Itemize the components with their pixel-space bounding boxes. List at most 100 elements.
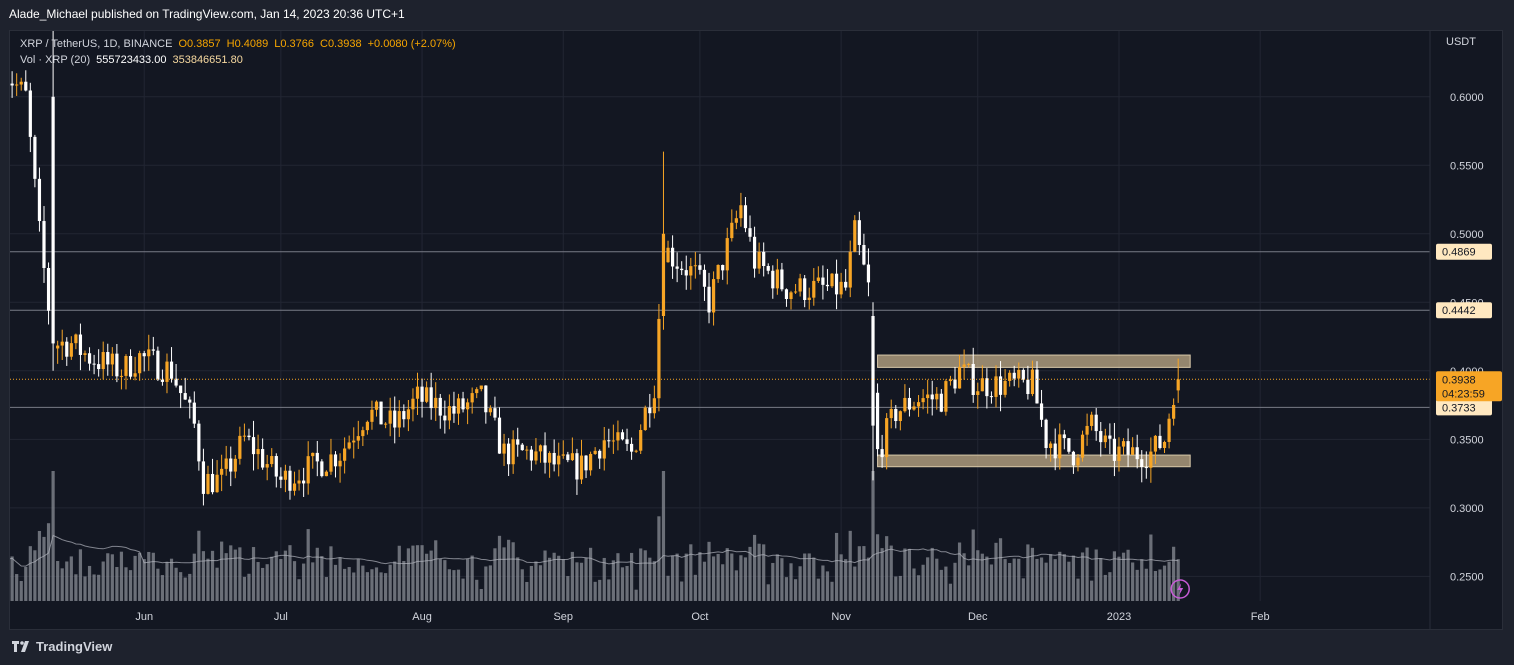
volume-bar <box>452 570 456 601</box>
volume-bar <box>361 565 365 601</box>
candle-body <box>666 247 670 263</box>
volume-bar <box>1112 551 1117 601</box>
volume-bar <box>356 559 360 601</box>
symbol-label[interactable]: XRP / TetherUS, 1D, BINANCE <box>20 38 173 50</box>
volume-bar <box>839 554 843 601</box>
candle-body <box>160 379 165 382</box>
volume-bar <box>329 546 333 601</box>
volume-bar <box>311 562 315 601</box>
volume-bar <box>807 553 811 601</box>
candle-body <box>165 361 169 382</box>
range-zones <box>877 354 1191 468</box>
chart-frame[interactable]: 0.25000.30000.35000.40000.45000.50000.55… <box>9 30 1503 630</box>
volume-bar <box>511 542 515 601</box>
volume-bar <box>333 564 338 601</box>
candle-body <box>643 407 647 431</box>
countdown-label: 04:23:59 <box>1442 388 1485 400</box>
candle-body <box>384 423 388 425</box>
volume-bar <box>561 559 565 601</box>
volume-bar <box>124 567 128 601</box>
candle-body <box>775 269 779 289</box>
x-tick-label: Jun <box>135 611 153 623</box>
current-price-label: 0.3938 <box>1442 374 1476 386</box>
price-axis: 0.25000.30000.35000.40000.45000.50000.55… <box>1429 31 1484 629</box>
candle-body <box>338 460 342 467</box>
volume-bar <box>875 534 880 601</box>
candle-body <box>215 474 219 493</box>
candle-body <box>1062 434 1066 439</box>
volume-indicator-label[interactable]: Vol · XRP (20) <box>20 54 91 66</box>
candle-body <box>721 264 725 271</box>
volume-bar <box>766 584 770 601</box>
candle-body <box>151 349 155 351</box>
candle-body <box>1058 434 1062 459</box>
volume-bar <box>752 534 757 601</box>
volume-bar <box>502 547 506 601</box>
volume-bar <box>147 551 151 601</box>
candle-body <box>780 269 784 290</box>
volume-bar <box>1080 552 1085 601</box>
tradingview-brand: TradingView <box>36 639 113 654</box>
volume-bar <box>343 568 347 601</box>
candle-body <box>629 443 634 452</box>
level-tag <box>1436 302 1492 319</box>
volume-bar <box>206 558 210 601</box>
volume-bar <box>1153 570 1158 601</box>
price-chart[interactable]: 0.25000.30000.35000.40000.45000.50000.55… <box>10 31 1503 630</box>
volume-bar <box>684 553 688 601</box>
candle-body <box>657 318 661 399</box>
volume-bar <box>898 575 902 601</box>
volume-bar <box>593 581 597 601</box>
volume-bar <box>1035 558 1039 601</box>
candle-body <box>110 353 114 365</box>
candle-body <box>862 244 866 265</box>
volume-bar <box>707 541 711 601</box>
volume-bar <box>1126 549 1130 601</box>
candle-body <box>557 455 561 465</box>
level-tag-label: 0.4442 <box>1442 305 1476 317</box>
level-tag-label: 0.3733 <box>1442 402 1476 414</box>
candle-body <box>507 443 511 465</box>
y-tick-label: 0.6000 <box>1450 92 1484 104</box>
x-tick-label: 2023 <box>1107 611 1131 623</box>
candle-body <box>1176 379 1180 391</box>
volume-bar <box>648 557 652 601</box>
tradingview-logo[interactable]: TradingView <box>12 639 112 654</box>
volume-bar <box>730 553 734 601</box>
publisher-info: Alade_Michael published on TradingView.c… <box>9 7 405 21</box>
volume-bar <box>101 561 105 601</box>
candle-body <box>616 432 620 441</box>
volume-bar <box>998 538 1003 601</box>
candle-body <box>74 334 78 344</box>
candle-body <box>611 440 615 442</box>
volume-bar <box>461 578 465 601</box>
volume-bar <box>384 573 388 601</box>
volume-bar <box>443 560 447 601</box>
volume-bar <box>242 576 247 601</box>
volume-bar <box>702 561 707 601</box>
volume-bar <box>1003 559 1007 601</box>
volume-bar <box>1017 558 1021 601</box>
candle-body <box>752 236 757 269</box>
candle-body <box>825 284 830 287</box>
volume-bar <box>771 562 775 601</box>
volume-bar <box>92 574 96 601</box>
volume-bar <box>666 575 670 601</box>
volume-bar <box>716 553 720 601</box>
volume-bar <box>1090 580 1094 601</box>
candle-body <box>725 238 729 271</box>
volume-bar <box>1162 565 1167 601</box>
candle-body <box>1117 446 1121 461</box>
volume-bar <box>37 530 42 601</box>
volume-bar <box>825 571 830 601</box>
volume-bar <box>903 548 907 601</box>
volume-bar <box>639 548 643 601</box>
volume-bar <box>183 577 187 601</box>
volume-bar <box>1121 552 1126 601</box>
volume-bar <box>880 548 884 601</box>
volume-bar <box>848 530 852 601</box>
volume-bar <box>634 589 638 601</box>
candles <box>10 31 1180 506</box>
volume-bar <box>907 548 912 601</box>
candle-body <box>37 178 42 222</box>
